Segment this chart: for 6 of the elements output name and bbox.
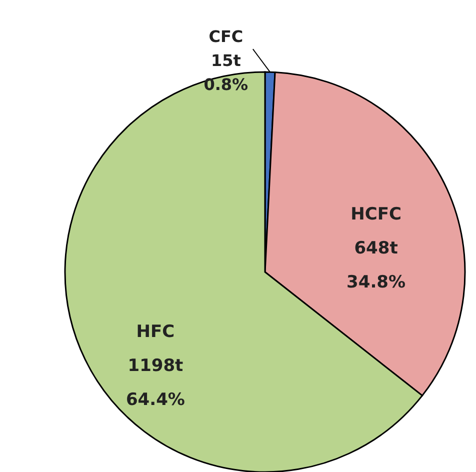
data-label: 648t 34.8% [346, 238, 406, 293]
slice-label: HFC [136, 322, 175, 342]
data-label: 15t 0.8% [204, 51, 248, 94]
slice-label: HCFC [350, 204, 402, 225]
slice-label: CFC [208, 27, 244, 46]
data-label: 1198t 64.4% [126, 356, 185, 410]
